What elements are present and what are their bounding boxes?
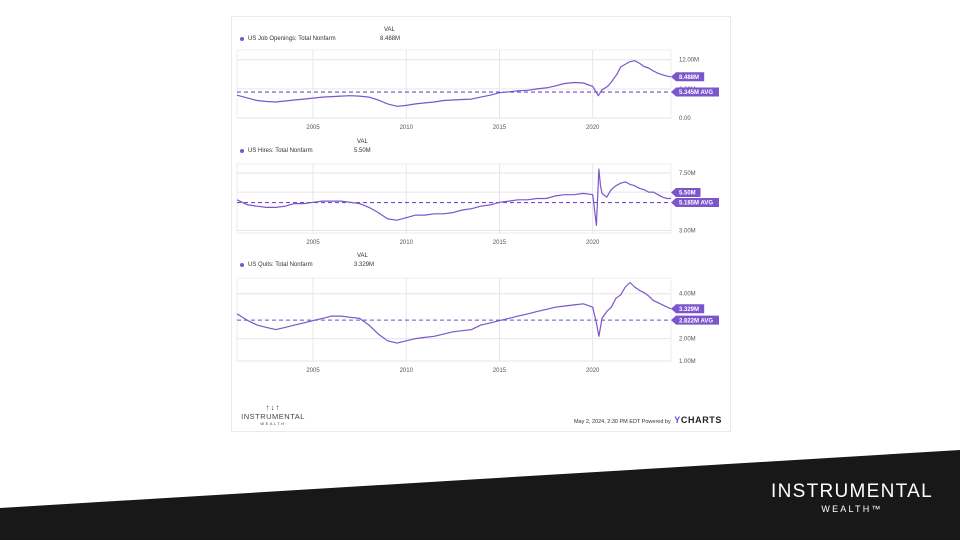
series-line [236,168,671,226]
y-tick-label: 3.00M [679,228,696,234]
x-tick-label: 2005 [306,240,320,246]
legend-job-openings: US Job Openings: Total Nonfarm 8.488M [240,36,400,43]
x-tick-label: 2015 [493,368,507,374]
x-tick-label: 2015 [493,125,507,131]
card-logo: ↑↓↑ INSTRUMENTAL WEALTH [239,403,307,426]
value-column-header-1: VAL [384,27,395,33]
series-line [236,281,672,344]
y-tick-label: 4.00M [679,292,696,298]
last-value-tag-bg [671,72,705,82]
average-tag-label: 2.822M AVG [679,318,713,324]
legend-series-value: 8.488M [380,36,401,42]
value-column-header-2: VAL [357,139,368,145]
card-logo-sub: WEALTH [260,421,286,426]
charts-area: 200520102015202012.00M6.00M0.008.488M5.3… [236,49,719,374]
legend-series-name: US Job Openings: Total Nonfarm [248,36,336,42]
legend-series-name: US Hires: Total Nonfarm [248,148,313,154]
series-dot-icon [240,263,244,267]
legend-quits: US Quits: Total Nonfarm 3.329M [240,262,374,269]
x-tick-label: 2020 [586,125,600,131]
ycharts-wordmark: CHARTS [680,415,722,425]
x-tick-label: 2010 [400,368,414,374]
legend-series-name: US Quits: Total Nonfarm [248,262,313,268]
last-value-tag-label: 8.488M [679,75,699,81]
x-tick-label: 2005 [306,125,320,131]
x-tick-label: 2015 [493,240,507,246]
footer-band-shape [0,450,960,540]
x-tick-label: 2010 [400,125,414,131]
chart-card: 200520102015202012.00M6.00M0.008.488M5.3… [231,16,731,432]
legend-hires: US Hires: Total Nonfarm 5.50M [240,148,371,155]
average-tag-bg [671,198,719,208]
ycharts-credit: May 2, 2024, 2:30 PM EDT Powered by YCHA… [574,415,722,425]
y-tick-label: 1.00M [679,359,696,365]
instrumental-mark-icon: ↑↓↑ [265,403,281,412]
series-dot-icon [240,149,244,153]
x-tick-label: 2010 [400,240,414,246]
legend-series-value: 5.50M [354,148,371,154]
x-tick-label: 2020 [586,368,600,374]
ycharts-logo: YCHARTS [674,415,722,425]
average-tag-label: 5.345M AVG [679,90,713,96]
brand-logo: INSTRUMENTAL WEALTH™ [762,481,942,514]
last-value-tag-label: 3.329M [679,307,699,313]
plot-area-3 [236,277,672,362]
x-tick-label: 2005 [306,368,320,374]
credit-text: May 2, 2024, 2:30 PM EDT Powered by [573,419,671,425]
card-logo-name: INSTRUMENTAL [241,412,305,421]
x-tick-label: 2020 [586,240,600,246]
series-dot-icon [240,37,244,41]
y-tick-label: 12.00M [679,58,699,64]
y-tick-label: 7.50M [679,171,696,177]
average-tag-bg [671,315,719,325]
average-tag-bg [671,87,719,97]
brand-subtitle: WEALTH™ [821,504,883,514]
series-line [236,60,672,107]
brand-name: INSTRUMENTAL [771,481,933,502]
ycharts-mark-icon: Y [674,415,681,425]
last-value-tag-bg [671,188,701,198]
plot-area-1 [236,49,672,119]
y-tick-label: 0.00 [679,116,691,122]
legend-series-value: 3.329M [354,262,375,268]
value-column-header-3: VAL [357,253,368,259]
y-tick-label: 2.00M [679,337,696,343]
last-value-tag-bg [671,304,705,314]
average-tag-label: 5.185M AVG [679,201,713,207]
last-value-tag-label: 5.50M [679,191,696,197]
